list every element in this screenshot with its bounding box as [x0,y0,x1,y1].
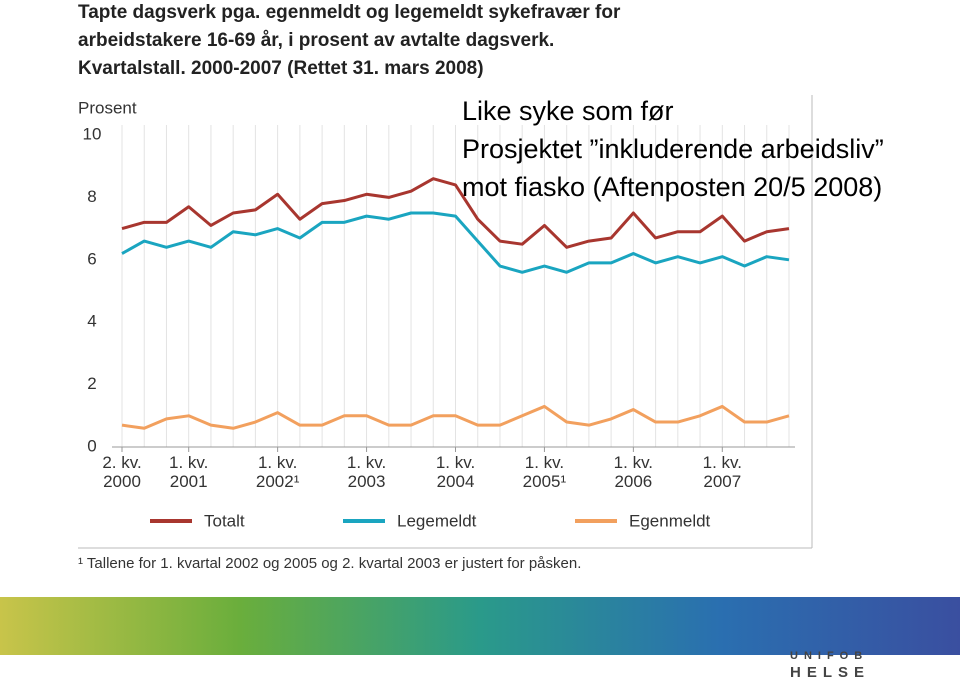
y-tick-label: 4 [87,312,96,331]
chart-title: Kvartalstall. 2000-2007 (Rettet 31. mars… [78,58,484,79]
chart-title: arbeidstakere 16-69 år, i prosent av avt… [78,30,555,51]
y-tick-label: 0 [87,436,96,455]
x-tick-label: 1. kv. 2007 [702,453,742,491]
series-line [121,404,790,430]
x-tick-label: 1. kv. 2001 [169,453,209,491]
y-tick-label: 2 [87,374,96,393]
footnote: ¹ Tallene for 1. kvartal 2002 og 2005 og… [78,555,581,572]
x-tick-label: 1. kv. 2006 [613,453,654,491]
y-tick-label: 10 [83,124,102,143]
logo-text: UNIFOB [790,650,869,662]
series-line [121,177,790,249]
x-tick-label: 1. kv. 2005¹ [522,453,567,491]
x-tick-label: 1. kv. 2004 [435,453,476,491]
x-tick-label: 2. kv. 2000 [102,453,142,491]
y-axis-label: Prosent [78,98,137,117]
y-tick-label: 6 [87,249,96,268]
heading: mot fiasko (Aftenposten 20/5 2008) [462,172,883,202]
legend-label: Legemeldt [397,511,477,530]
logo-text: HELSE [790,664,871,681]
series-line [121,211,790,274]
legend-label: Totalt [204,511,245,530]
x-tick-label: 1. kv. 2002¹ [255,453,300,491]
legend-label: Egenmeldt [629,511,711,530]
x-tick-label: 1. kv. 2003 [346,453,387,491]
heading: Prosjektet ”inkluderende arbeidsliv” [462,134,884,164]
chart-title: Tapte dagsverk pga. egenmeldt og legemel… [78,2,621,23]
decor-band [0,597,960,655]
heading: Like syke som før [462,96,674,126]
y-tick-label: 8 [87,187,96,206]
